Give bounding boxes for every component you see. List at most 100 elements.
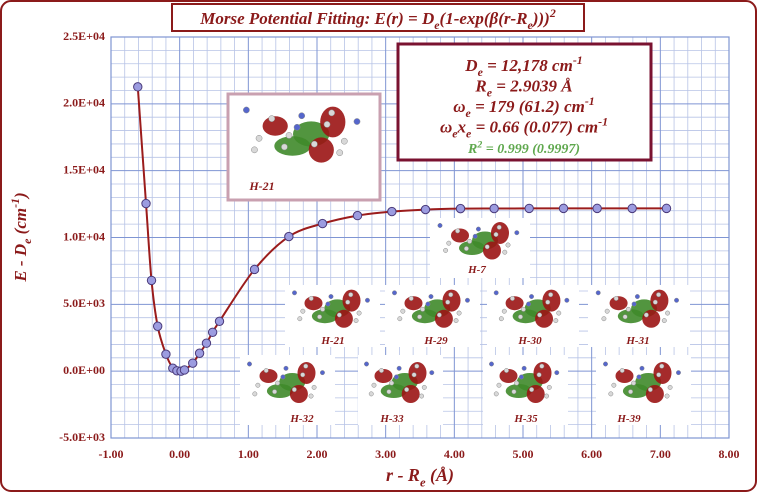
orbital-image (489, 361, 560, 403)
info-line: ωexe = 0.66 (0.077) cm-1 (440, 115, 608, 141)
atom (659, 363, 665, 369)
atom (546, 384, 552, 390)
atom (300, 372, 306, 378)
lobe (308, 137, 334, 163)
atom (252, 391, 258, 397)
atom (656, 292, 662, 298)
data-point (352, 210, 363, 221)
atom (472, 233, 478, 239)
x-tick-label: 2.00 (307, 447, 328, 461)
atom (631, 301, 637, 307)
orbital-label: H-31 (625, 335, 649, 347)
atom (356, 310, 362, 316)
atom (336, 312, 342, 318)
orbital-label: H-35 (513, 413, 538, 425)
data-point (524, 203, 534, 214)
x-axis-label: r - Re (Å) (386, 465, 454, 489)
atom (544, 393, 550, 399)
atom (328, 109, 335, 117)
data-point (141, 198, 151, 209)
y-tick-label: -5.0E+03 (59, 430, 105, 444)
inset-label: H-21 (248, 179, 274, 193)
lobe (297, 362, 316, 384)
atom (365, 297, 370, 303)
lobe (411, 309, 438, 324)
atom (389, 380, 395, 386)
data-point (249, 264, 260, 275)
atom (285, 132, 293, 139)
y-tick-label: 2.5E+04 (63, 29, 105, 43)
atom (489, 361, 494, 367)
text-segment: = 12,178 cm (483, 56, 573, 75)
atom (463, 246, 469, 252)
atom (308, 295, 314, 301)
x-tick-label: 1.00 (238, 447, 259, 461)
text-segment: R (474, 77, 486, 96)
data-point (317, 218, 328, 229)
atom (493, 290, 499, 296)
atom (268, 115, 276, 122)
atom (446, 240, 452, 246)
orbital-label: H-30 (517, 335, 542, 347)
atom (502, 249, 508, 255)
data-point (207, 327, 218, 337)
atom (636, 374, 642, 380)
text-segment: (Å) (426, 465, 455, 486)
atom (634, 294, 640, 299)
atom (456, 310, 462, 316)
atom (548, 292, 554, 298)
text-segment: e (452, 127, 458, 141)
marks (133, 82, 672, 376)
atom (504, 368, 509, 373)
text-segment: e (466, 106, 472, 120)
x-tick-label: 7.00 (650, 447, 671, 461)
data-point (420, 204, 431, 215)
lobe (650, 289, 669, 312)
text-segment: e (434, 18, 440, 32)
atom (467, 238, 473, 244)
atom (639, 365, 645, 371)
data-point (455, 203, 466, 214)
text-segment: ω (440, 118, 452, 137)
atom (445, 299, 451, 305)
data-point (152, 321, 163, 331)
y-tick-label: 0.0E+00 (63, 363, 105, 377)
lobe (622, 384, 649, 398)
atom (280, 374, 286, 380)
lobe (404, 296, 423, 311)
atom (665, 310, 671, 316)
atom (298, 112, 306, 120)
lobe (542, 289, 561, 312)
chart-title: Morse Potential Fitting: E(r) = De(1-exp… (199, 6, 556, 32)
atom (421, 384, 427, 390)
y-tick-label: 1.0E+04 (63, 229, 105, 243)
text-segment: e (466, 127, 472, 141)
atom (631, 380, 637, 386)
atom (455, 228, 461, 234)
atom (437, 223, 443, 228)
atom (514, 380, 520, 386)
lobe (499, 369, 518, 383)
atom (308, 393, 314, 399)
atom (275, 380, 281, 386)
atom (647, 387, 653, 393)
atom (493, 232, 499, 237)
atom (613, 295, 619, 301)
atom (317, 314, 323, 320)
text-segment: (cm (11, 208, 30, 239)
lobe (505, 384, 532, 398)
orbital-image (243, 106, 361, 163)
atom (323, 121, 331, 128)
orbital-label: H-29 (423, 335, 448, 347)
atom (340, 137, 348, 145)
atom (604, 308, 610, 314)
plot-border (110, 36, 730, 439)
atom (545, 299, 551, 305)
orbital-image (247, 361, 325, 403)
atom (518, 374, 524, 380)
atom (311, 384, 317, 390)
atom (272, 389, 278, 395)
info-line: R2 = 0.999 (0.9997) (467, 139, 580, 157)
atom (496, 224, 502, 230)
